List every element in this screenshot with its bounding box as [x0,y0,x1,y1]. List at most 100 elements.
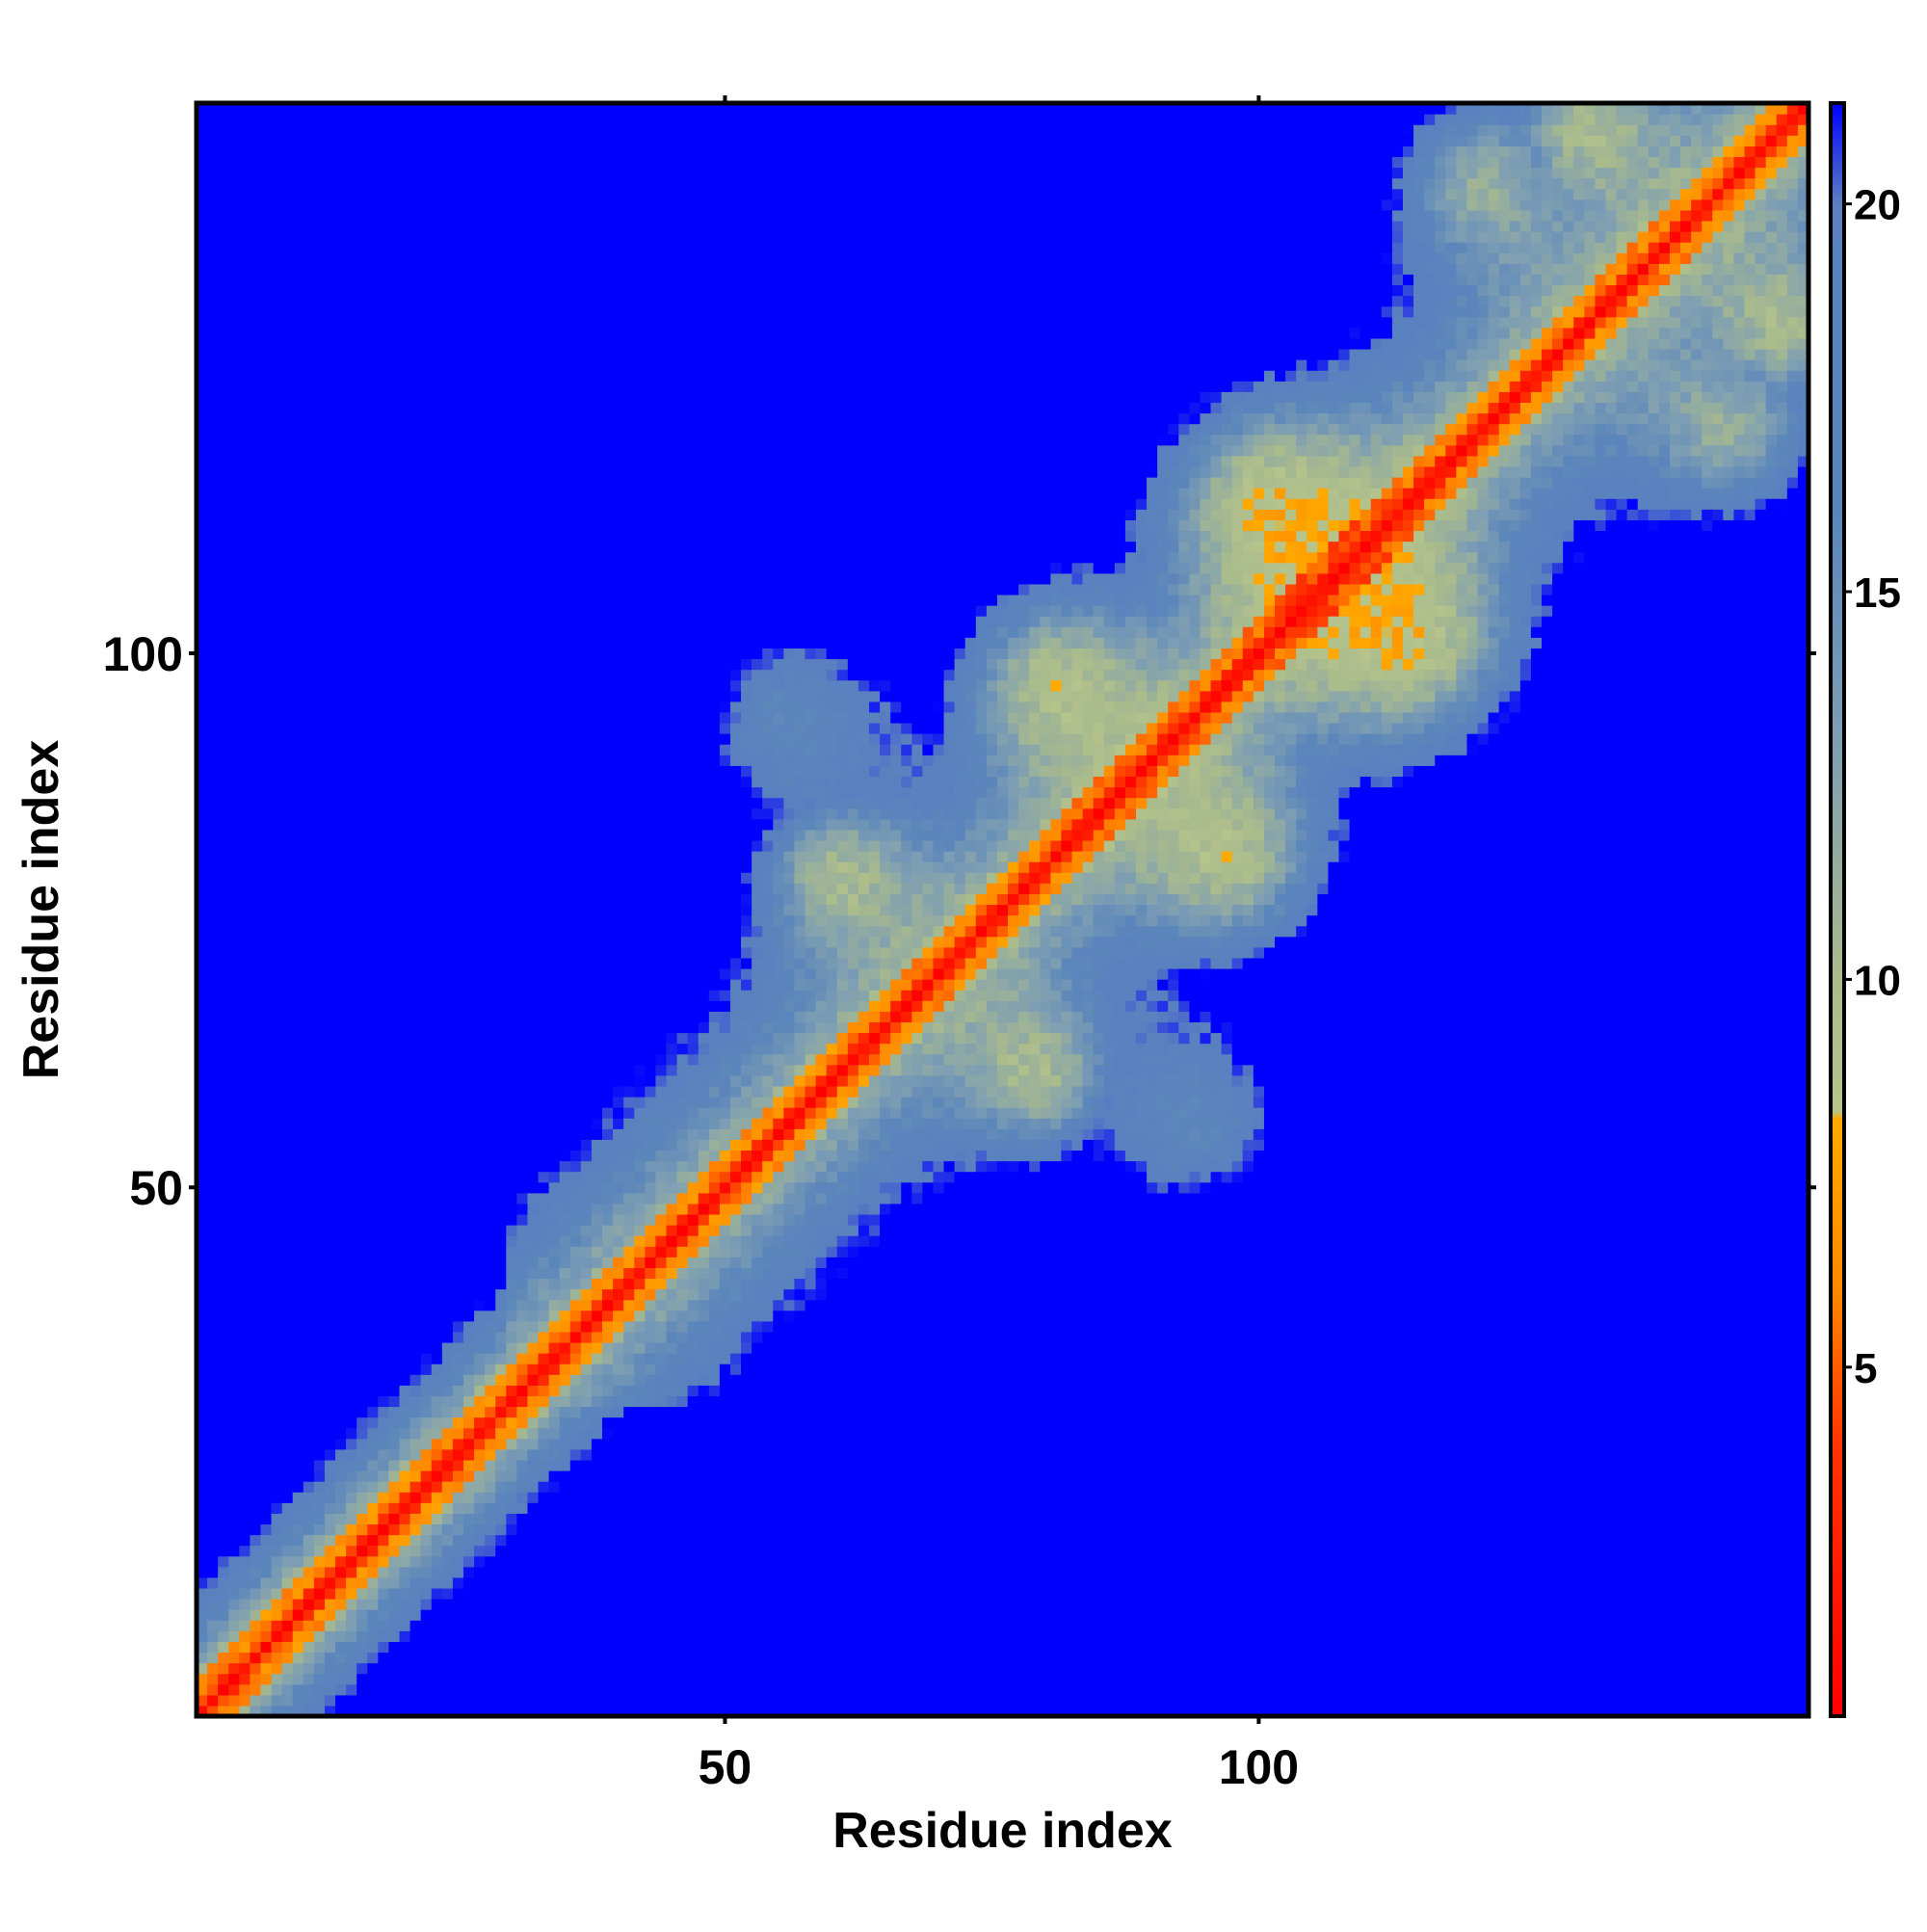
heatmap-cell [474,690,486,702]
heatmap-cell [506,1513,517,1525]
heatmap-cell [335,519,347,532]
heatmap-cell [228,990,240,1001]
heatmap-cell [527,1534,540,1547]
heatmap-cell [197,167,208,179]
heatmap-cell [367,839,379,852]
heatmap-cell [281,1599,294,1610]
heatmap-cell [441,1278,454,1290]
heatmap-cell [207,807,219,820]
heatmap-cell [452,1085,464,1098]
heatmap-cell [409,1620,422,1631]
heatmap-cell [313,1310,326,1322]
heatmap-cell [441,914,454,927]
heatmap-cell [303,1576,315,1589]
heatmap-cell [431,423,443,436]
heatmap-cell [207,348,219,360]
heatmap-cell [462,1630,475,1642]
heatmap-cell [474,979,486,991]
heatmap-cell [452,1630,464,1642]
heatmap-cell [462,572,475,585]
heatmap-cell [441,690,454,702]
heatmap-cell [420,1288,433,1301]
heatmap-cell [431,594,443,606]
heatmap-cell [335,1448,347,1461]
heatmap-cell [516,263,529,275]
heatmap-cell [378,1620,390,1631]
heatmap-cell [218,1470,229,1482]
heatmap-cell [452,990,464,1001]
heatmap-cell [356,1427,368,1440]
heatmap-cell [207,370,219,382]
heatmap-cell [335,883,347,894]
heatmap-cell [420,754,433,766]
heatmap-cell [441,1374,454,1386]
heatmap-cell [303,562,315,574]
heatmap-cell [452,530,464,543]
heatmap-cell [197,946,208,959]
heatmap-cell [485,146,496,158]
heatmap-cell [218,701,229,713]
heatmap-cell [506,616,517,627]
heatmap-cell [409,722,422,734]
heatmap-cell [506,1320,517,1333]
heatmap-cell [378,114,390,125]
heatmap-cell [207,1225,219,1236]
heatmap-cell [197,797,208,809]
heatmap-cell [313,818,326,831]
heatmap-cell [388,209,401,222]
heatmap-cell [292,1288,304,1301]
heatmap-cell [378,1213,390,1226]
heatmap-cell [303,242,315,253]
heatmap-cell [324,1032,336,1045]
heatmap-cell [197,594,208,606]
heatmap-cell [431,711,443,724]
heatmap-cell [378,1566,390,1578]
heatmap-cell [335,1576,347,1589]
heatmap-cell [495,1576,507,1589]
heatmap-cell [292,1662,304,1675]
heatmap-cell [399,541,411,553]
heatmap-cell [527,1599,540,1610]
heatmap-cell [378,1395,390,1408]
heatmap-cell [346,1523,357,1536]
heatmap-cell [388,1181,401,1194]
heatmap-cell [388,990,401,1001]
heatmap-cell [378,1257,390,1268]
heatmap-cell [516,1513,529,1525]
heatmap-cell [462,1662,475,1675]
heatmap-cell [218,1000,229,1012]
heatmap-cell [313,519,326,532]
heatmap-cell [474,904,486,916]
heatmap-cell [335,1427,347,1440]
heatmap-cell [303,690,315,702]
heatmap-cell [495,1225,507,1236]
heatmap-cell [218,1097,229,1108]
heatmap-cell [346,616,357,627]
heatmap-cell [474,1609,486,1621]
heatmap-cell [239,103,251,115]
heatmap-cell [431,167,443,179]
heatmap-cell [409,1267,422,1280]
heatmap-cell [239,1257,251,1268]
heatmap-cell [260,583,273,595]
heatmap-cell [527,305,540,318]
heatmap-cell [441,1043,454,1055]
heatmap-cell [441,274,454,286]
heatmap-cell [409,914,422,927]
heatmap-cell [516,1481,529,1493]
heatmap-cell [250,1053,262,1066]
heatmap-cell [239,1150,251,1162]
heatmap-cell [431,412,443,425]
heatmap-cell [399,114,411,125]
heatmap-cell [409,103,422,115]
heatmap-cell [409,562,422,574]
heatmap-cell [441,1470,454,1482]
heatmap-cell [197,541,208,553]
heatmap-cell [516,1097,529,1108]
heatmap-cell [527,925,540,938]
heatmap-cell [431,1074,443,1087]
heatmap-cell [197,851,208,862]
heatmap-cell [388,594,401,606]
heatmap-cell [388,572,401,585]
heatmap-cell [239,1118,251,1129]
